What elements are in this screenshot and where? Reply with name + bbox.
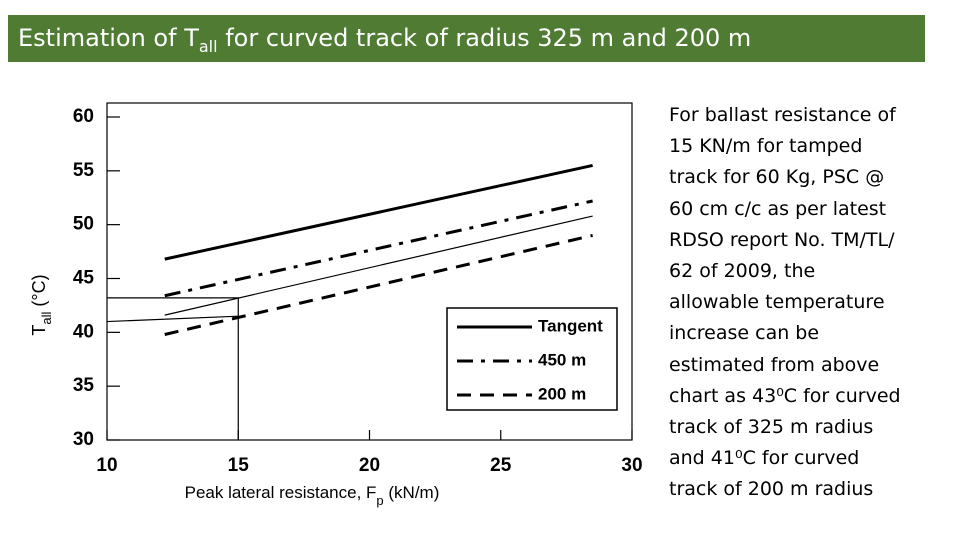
- y-tick-label: 60: [73, 106, 94, 127]
- legend-label: Tangent: [538, 316, 603, 335]
- chart: Tall (°C) Peak lateral resistance, Fp (k…: [29, 102, 643, 508]
- body-line: 62 of 2009, the: [669, 260, 816, 283]
- y-tick-label: 35: [73, 375, 95, 396]
- legend-box: [446, 307, 618, 411]
- body-line: 60 cm c/c as per latest: [669, 197, 887, 220]
- series-line: [106, 315, 239, 323]
- x-tick-label: 20: [359, 455, 380, 476]
- title-text: Estimation of T: [18, 24, 199, 52]
- x-tick-label: 25: [490, 455, 512, 476]
- x-tick-label: 30: [621, 455, 642, 476]
- x-label-subscript: p: [376, 493, 383, 508]
- y-tick-label: 40: [73, 321, 94, 342]
- body-line: track of 200 m radius: [669, 478, 874, 501]
- x-label-text: Peak lateral resistance, F: [185, 483, 377, 502]
- series-line: [164, 163, 593, 261]
- series-line: [107, 297, 239, 440]
- body-line: track for 60 Kg, PSC @: [669, 166, 885, 189]
- y-tick-label: 30: [73, 429, 94, 450]
- y-tick-label: 45: [73, 268, 95, 289]
- y-tick-label: 55: [73, 160, 95, 181]
- series-line: [164, 233, 593, 336]
- x-axis-label: Peak lateral resistance, Fp (kN/m): [185, 483, 440, 507]
- body-line: track of 325 m radius: [669, 416, 874, 439]
- series-line: [164, 199, 593, 298]
- y-axis-label: Tall (°C): [29, 274, 54, 335]
- y-tick-label: 50: [73, 214, 94, 235]
- y-label-text: (°C): [29, 274, 49, 311]
- body-line: For ballast resistance of: [669, 104, 896, 126]
- body-line: 15 KN/m for tamped: [669, 135, 863, 158]
- title-subscript: all: [198, 37, 218, 56]
- x-label-text: (kN/m): [384, 483, 440, 502]
- body-line: estimated from above: [669, 353, 880, 376]
- body-text: For ballast resistance of 15 KN/m for tam…: [669, 100, 901, 506]
- y-label-subscript: all: [39, 311, 54, 324]
- y-label-text: T: [29, 325, 49, 336]
- body-line: and 41⁰C for curved: [669, 447, 860, 470]
- x-tick-label: 15: [228, 455, 250, 476]
- series-line: [164, 215, 593, 316]
- body-line: RDSO report No. TM/TL/: [669, 228, 895, 251]
- title-text: for curved track of radius 325 m and 200…: [217, 24, 752, 52]
- legend-label: 450 m: [538, 350, 586, 369]
- legend-label: 200 m: [538, 384, 586, 403]
- body-line: increase can be: [669, 322, 820, 345]
- body-line: chart as 43⁰C for curved: [669, 384, 901, 407]
- x-tick-label: 10: [96, 455, 117, 476]
- title-bar: Estimation of Tall for curved track of r…: [8, 15, 925, 62]
- body-line: allowable temperature: [669, 291, 885, 314]
